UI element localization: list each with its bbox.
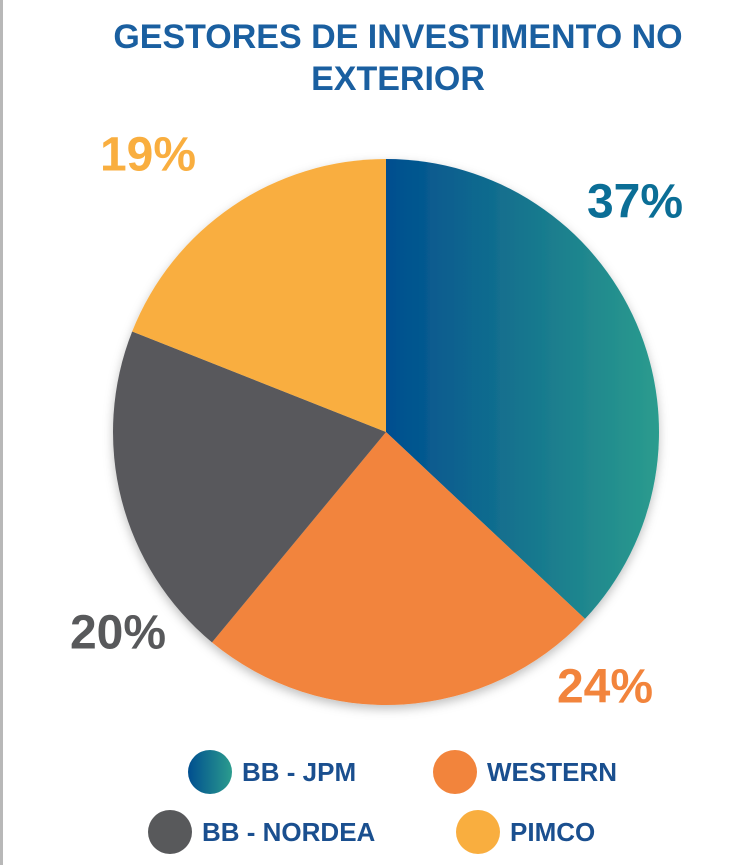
legend-label: BB - NORDEA <box>202 817 376 847</box>
legend-swatch <box>456 810 500 854</box>
value-label: 37% <box>587 176 683 229</box>
pie-slice <box>112 331 386 643</box>
legend-swatch <box>433 750 477 794</box>
legend-label: BB - JPM <box>242 757 356 787</box>
legend-swatch <box>188 750 232 794</box>
legend-label: PIMCO <box>510 817 595 847</box>
legend-label: WESTERN <box>487 757 617 787</box>
value-label: 20% <box>70 607 166 660</box>
value-label: 24% <box>557 661 653 714</box>
pie-slice <box>386 159 660 619</box>
pie-slice <box>211 432 586 705</box>
value-label: 19% <box>100 129 196 182</box>
legend-swatch <box>148 810 192 854</box>
border <box>0 0 3 865</box>
pie-slice <box>132 159 386 432</box>
pie <box>112 159 660 705</box>
chart-title: GESTORES DE INVESTIMENTO NO EXTERIOR <box>113 18 683 98</box>
